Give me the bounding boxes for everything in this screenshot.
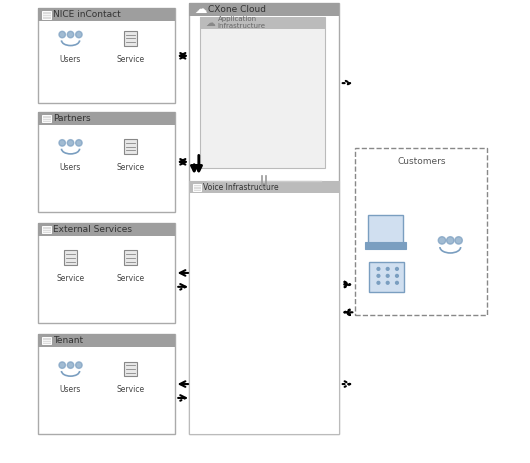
Text: Application
Infrastructure: Application Infrastructure [218, 16, 266, 30]
Circle shape [447, 237, 454, 244]
Text: Service: Service [117, 163, 145, 172]
FancyBboxPatch shape [369, 262, 404, 292]
FancyBboxPatch shape [42, 226, 51, 233]
FancyBboxPatch shape [38, 334, 175, 347]
Text: Tenant: Tenant [53, 336, 83, 345]
FancyBboxPatch shape [124, 31, 137, 46]
FancyBboxPatch shape [42, 115, 51, 122]
Circle shape [76, 140, 82, 146]
FancyBboxPatch shape [38, 112, 175, 125]
Text: CXone Cloud: CXone Cloud [208, 5, 266, 14]
Text: Service: Service [57, 274, 85, 283]
Text: External Services: External Services [53, 225, 132, 234]
Text: Users: Users [60, 385, 81, 394]
FancyBboxPatch shape [124, 139, 137, 154]
Circle shape [67, 140, 74, 146]
Circle shape [76, 362, 82, 369]
Circle shape [377, 268, 380, 270]
Text: Partners: Partners [53, 114, 91, 123]
Text: Users: Users [60, 163, 81, 172]
Text: Customers: Customers [397, 157, 446, 166]
FancyBboxPatch shape [189, 3, 339, 434]
FancyBboxPatch shape [38, 8, 175, 21]
Circle shape [59, 140, 65, 146]
FancyBboxPatch shape [38, 334, 175, 434]
FancyBboxPatch shape [38, 223, 175, 323]
Text: NICE inContact: NICE inContact [53, 10, 121, 19]
Circle shape [386, 268, 389, 270]
Text: Service: Service [117, 385, 145, 394]
FancyBboxPatch shape [193, 184, 201, 191]
FancyBboxPatch shape [38, 112, 175, 212]
Circle shape [67, 31, 74, 38]
Circle shape [438, 237, 446, 244]
Circle shape [395, 268, 399, 270]
Circle shape [395, 282, 399, 284]
Circle shape [377, 275, 380, 277]
Text: Voice Infrastructure: Voice Infrastructure [204, 183, 279, 192]
FancyBboxPatch shape [38, 8, 175, 103]
FancyBboxPatch shape [189, 181, 339, 193]
Text: ☁: ☁ [206, 18, 215, 28]
FancyBboxPatch shape [365, 242, 406, 249]
Circle shape [59, 362, 65, 369]
Circle shape [386, 275, 389, 277]
FancyBboxPatch shape [189, 181, 339, 434]
Text: Service: Service [117, 55, 145, 63]
FancyBboxPatch shape [200, 17, 325, 29]
FancyBboxPatch shape [200, 17, 325, 168]
FancyBboxPatch shape [38, 223, 175, 236]
FancyBboxPatch shape [189, 3, 339, 16]
Circle shape [395, 275, 399, 277]
FancyBboxPatch shape [42, 337, 51, 344]
Circle shape [76, 31, 82, 38]
Circle shape [455, 237, 462, 244]
Circle shape [67, 362, 74, 369]
Text: ☁: ☁ [194, 3, 206, 16]
Circle shape [59, 31, 65, 38]
FancyBboxPatch shape [355, 148, 487, 315]
Text: Users: Users [60, 55, 81, 63]
FancyBboxPatch shape [124, 250, 137, 265]
Text: Service: Service [117, 274, 145, 283]
Circle shape [377, 282, 380, 284]
FancyBboxPatch shape [124, 362, 137, 376]
FancyBboxPatch shape [42, 11, 51, 19]
FancyBboxPatch shape [64, 250, 77, 265]
Circle shape [386, 282, 389, 284]
FancyBboxPatch shape [368, 215, 403, 244]
